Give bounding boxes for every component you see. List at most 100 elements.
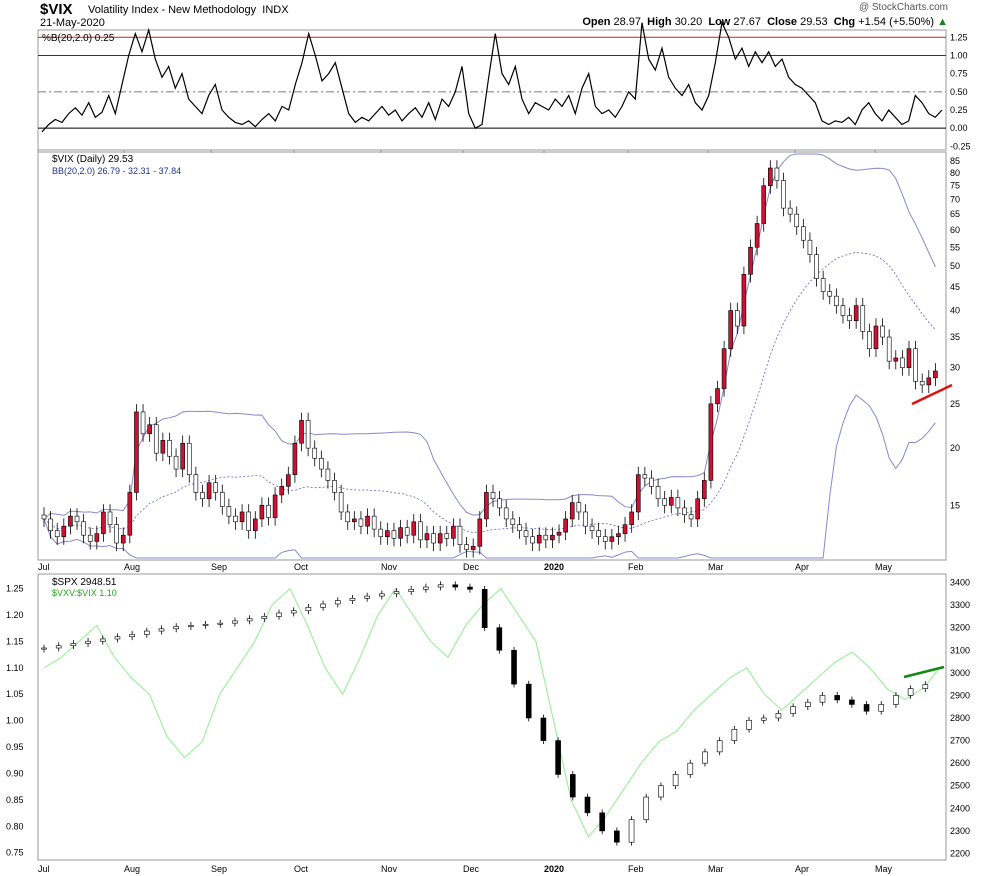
candle-body bbox=[180, 442, 185, 470]
spx-tick: 2200 bbox=[950, 848, 970, 858]
candle-body bbox=[239, 511, 245, 523]
ratio-tick: 1.00 bbox=[6, 716, 24, 726]
candle-body bbox=[649, 477, 654, 487]
indicator-tick: 0.00 bbox=[950, 123, 968, 133]
candle-body bbox=[510, 518, 516, 526]
candle-body bbox=[602, 536, 608, 542]
candle-body bbox=[259, 504, 265, 520]
spx-candle bbox=[569, 774, 576, 798]
price-tick: 70 bbox=[950, 194, 960, 204]
spx-candle bbox=[114, 636, 121, 640]
candle-body bbox=[385, 530, 390, 538]
resistance-trendline bbox=[903, 665, 945, 679]
candle-body bbox=[286, 474, 291, 487]
spx-panel bbox=[37, 573, 947, 861]
candle-body bbox=[682, 507, 687, 516]
price-tick: 85 bbox=[950, 156, 960, 166]
spx-candle bbox=[70, 643, 77, 647]
x-tick-label-price: Feb bbox=[628, 562, 644, 572]
bb-legend: BB(20,2.0) 26.79 - 32.31 - 37.84 bbox=[52, 166, 181, 176]
indicator-legend: %B(20,2.0) 0.25 bbox=[42, 33, 115, 44]
candle-body bbox=[477, 518, 483, 547]
candle-body bbox=[642, 474, 648, 479]
indicator-tick: 0.50 bbox=[950, 87, 968, 97]
candle-body bbox=[451, 525, 456, 539]
candle-body bbox=[484, 492, 489, 520]
candle-body bbox=[735, 310, 740, 327]
x-tick-label-price: May bbox=[875, 562, 893, 572]
candle-body bbox=[741, 274, 747, 327]
indicator-panel bbox=[37, 29, 947, 151]
price-tick: 35 bbox=[950, 332, 960, 342]
low-label: Low bbox=[708, 16, 731, 28]
spx-candle bbox=[481, 588, 488, 628]
x-tick-label-price: Mar bbox=[708, 562, 724, 572]
candle-body bbox=[543, 534, 549, 541]
close-label: Close bbox=[767, 16, 798, 28]
open-value: 28.97 bbox=[613, 16, 642, 28]
candle-body bbox=[173, 455, 179, 470]
spx-candle bbox=[305, 607, 312, 612]
open-label: Open bbox=[582, 16, 611, 28]
price-panel bbox=[37, 151, 947, 561]
candle-body bbox=[457, 525, 463, 545]
spx-candle bbox=[261, 616, 268, 619]
candle-body bbox=[814, 254, 819, 279]
indicator-tick: 1.00 bbox=[950, 50, 968, 60]
candle-body bbox=[919, 381, 925, 386]
ratio-tick: 0.85 bbox=[6, 795, 24, 805]
spx-tick: 2700 bbox=[950, 736, 970, 746]
spx-candle bbox=[849, 699, 855, 705]
candle-body bbox=[424, 533, 430, 541]
candle-body bbox=[213, 482, 218, 493]
spx-candle bbox=[893, 695, 899, 705]
symbol-name: Volatility Index - New Methodology bbox=[88, 4, 257, 16]
candle-body bbox=[114, 524, 119, 544]
ratio-tick: 0.75 bbox=[6, 848, 24, 858]
up-arrow-icon: ▲ bbox=[937, 16, 948, 28]
candle-body bbox=[252, 518, 258, 531]
ratio-legend: $VXV:$VIX 1.10 bbox=[52, 588, 117, 598]
candle-body bbox=[48, 518, 53, 531]
price-tick: 45 bbox=[950, 282, 960, 292]
candle-body bbox=[629, 511, 634, 526]
candle-body bbox=[880, 325, 885, 338]
close-value: 29.53 bbox=[800, 16, 828, 28]
x-tick-label-spx: 2020 bbox=[544, 864, 564, 874]
candle-body bbox=[827, 291, 833, 297]
x-tick-label-spx: Jul bbox=[38, 864, 50, 874]
spx-candle bbox=[320, 603, 326, 608]
spx-tick: 2300 bbox=[950, 826, 970, 836]
x-tick-label-spx: Oct bbox=[294, 864, 309, 874]
candle-body bbox=[305, 420, 311, 449]
candle-body bbox=[761, 185, 767, 224]
candle-body bbox=[120, 534, 126, 544]
candle-body bbox=[272, 494, 278, 518]
candle-body bbox=[635, 474, 641, 513]
spx-candle bbox=[599, 812, 605, 832]
spx-candle bbox=[452, 584, 459, 588]
high-value: 30.20 bbox=[674, 16, 703, 28]
symbol-description: Volatility Index - New Methodology INDX bbox=[88, 4, 289, 16]
x-tick-label-spx: Mar bbox=[708, 864, 724, 874]
candle-body bbox=[325, 468, 331, 481]
candle-body bbox=[583, 511, 588, 527]
candle-body bbox=[358, 518, 364, 527]
candle-body bbox=[186, 442, 192, 475]
candle-body bbox=[900, 357, 905, 368]
candle-body bbox=[556, 531, 562, 536]
percent-b-line bbox=[41, 20, 943, 133]
spx-tick: 2400 bbox=[950, 803, 970, 813]
spx-candle bbox=[658, 785, 664, 798]
candle-body bbox=[728, 310, 734, 350]
price-tick: 60 bbox=[950, 225, 960, 235]
candle-body bbox=[721, 348, 727, 389]
x-tick-label-spx: Apr bbox=[795, 864, 809, 874]
ratio-tick: 0.80 bbox=[6, 821, 24, 831]
candle-body bbox=[517, 524, 522, 531]
candle-body bbox=[101, 511, 106, 534]
candle-body bbox=[840, 305, 846, 316]
credit: @ StockCharts.com bbox=[858, 2, 948, 13]
x-tick-label-price: Oct bbox=[294, 562, 309, 572]
x-tick-label-spx: Feb bbox=[628, 864, 644, 874]
